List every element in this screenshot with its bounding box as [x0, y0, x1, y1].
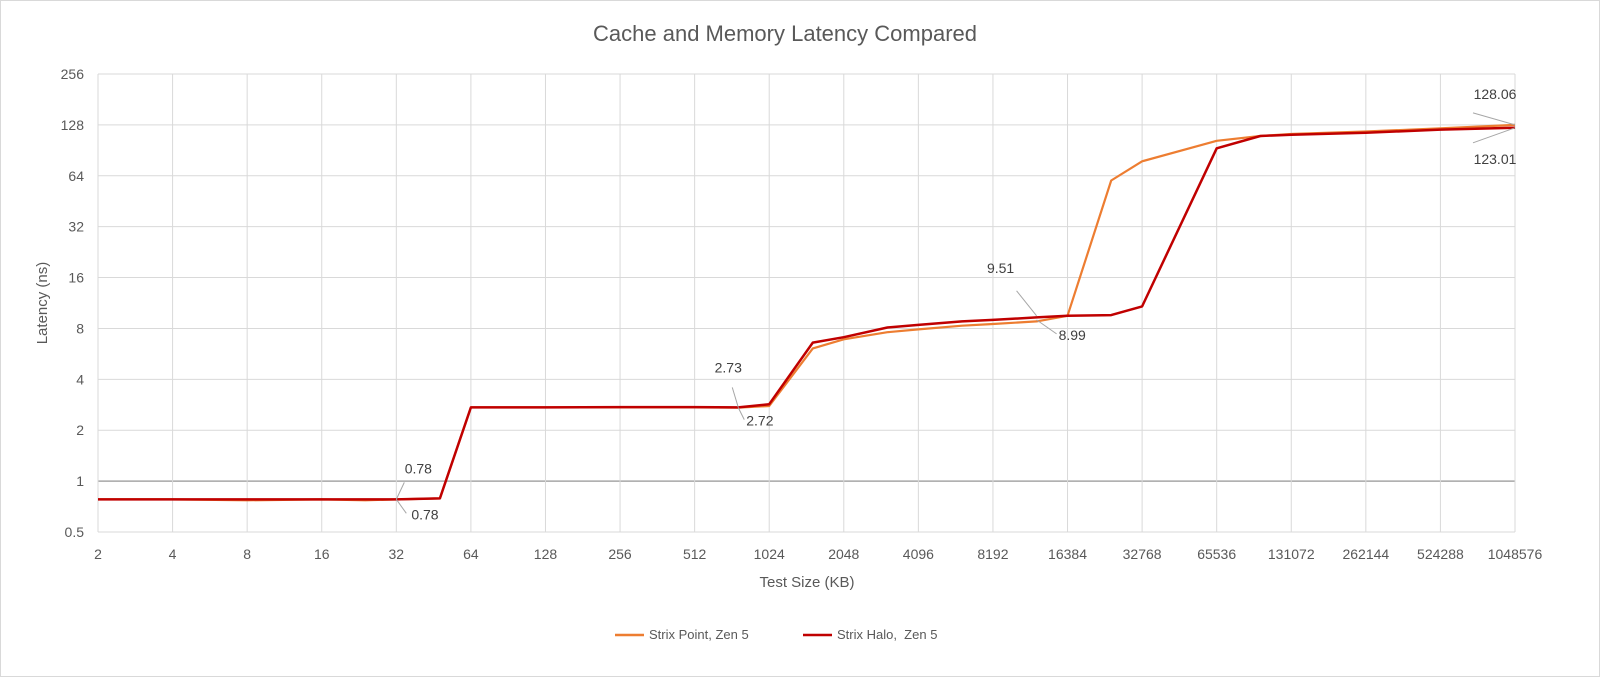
x-tick-label: 4	[169, 546, 177, 562]
data-label: 0.78	[411, 506, 438, 522]
y-axis-ticks: 0.5 1 2 4 8 16 32 64 128 256	[61, 66, 85, 540]
data-label: 2.72	[746, 413, 773, 429]
x-tick-label: 128	[534, 546, 558, 562]
x-axis-title: Test Size (KB)	[759, 574, 854, 591]
x-tick-label: 256	[608, 546, 632, 562]
x-tick-label: 262144	[1342, 546, 1389, 562]
data-label: 123.01	[1474, 151, 1517, 167]
x-tick-label: 131072	[1268, 546, 1315, 562]
x-tick-label: 8192	[977, 546, 1008, 562]
legend-label-strix-point: Strix Point, Zen 5	[649, 627, 749, 642]
data-label: 128.06	[1474, 86, 1517, 102]
x-tick-label: 2048	[828, 546, 859, 562]
y-tick-label: 4	[76, 371, 84, 387]
x-tick-label: 512	[683, 546, 707, 562]
data-label: 9.51	[987, 260, 1014, 276]
x-tick-label: 4096	[903, 546, 934, 562]
series-line-strix-point	[98, 123, 1516, 502]
legend-label-strix-halo: Strix Halo, Zen 5	[837, 627, 937, 642]
x-tick-label: 64	[463, 546, 479, 562]
chart-title: Cache and Memory Latency Compared	[593, 21, 977, 46]
y-tick-label: 0.5	[65, 524, 85, 540]
data-label: 2.73	[715, 359, 742, 375]
x-tick-label: 524288	[1417, 546, 1464, 562]
x-axis-ticks: 2 4 8 16 32 64 128 256 512 1024 2048 4096 8192 16384 3…	[94, 546, 1542, 562]
y-axis-title: Latency (ns)	[34, 262, 51, 345]
legend: Strix Point, Zen 5 Strix Halo, Zen 5	[615, 627, 937, 642]
y-tick-label: 32	[68, 219, 84, 235]
data-label-leader	[731, 387, 739, 408]
gridlines	[97, 73, 1516, 533]
x-tick-label: 1024	[754, 546, 785, 562]
x-tick-label: 65536	[1197, 546, 1236, 562]
x-tick-label: 32768	[1123, 546, 1162, 562]
y-tick-label: 2	[76, 422, 84, 438]
data-label-leader	[1472, 112, 1516, 126]
data-label: 0.78	[405, 460, 432, 476]
data-label-leader	[737, 407, 745, 420]
series-line-strix-halo	[98, 126, 1516, 501]
y-tick-label: 64	[68, 168, 84, 184]
data-labels: 0.78 0.78 2.73 2.72 9.51 8.99 128.06 123.01	[395, 86, 1517, 522]
y-tick-label: 1	[76, 473, 84, 489]
x-tick-label: 32	[389, 546, 405, 562]
x-tick-label: 2	[94, 546, 102, 562]
x-tick-label: 1048576	[1488, 546, 1543, 562]
y-tick-label: 16	[68, 270, 84, 286]
data-label-leader	[395, 499, 407, 514]
data-label-leader	[1036, 319, 1057, 335]
x-tick-label: 16	[314, 546, 330, 562]
data-label-leader	[395, 482, 405, 500]
data-label-leader	[1472, 127, 1516, 144]
y-tick-label: 8	[76, 320, 84, 336]
x-tick-label: 8	[243, 546, 251, 562]
data-label-leader	[1016, 290, 1037, 317]
y-tick-label: 128	[61, 117, 85, 133]
x-tick-label: 16384	[1048, 546, 1087, 562]
series-lines	[98, 123, 1516, 502]
y-tick-label: 256	[61, 66, 85, 82]
data-label: 8.99	[1059, 327, 1086, 343]
